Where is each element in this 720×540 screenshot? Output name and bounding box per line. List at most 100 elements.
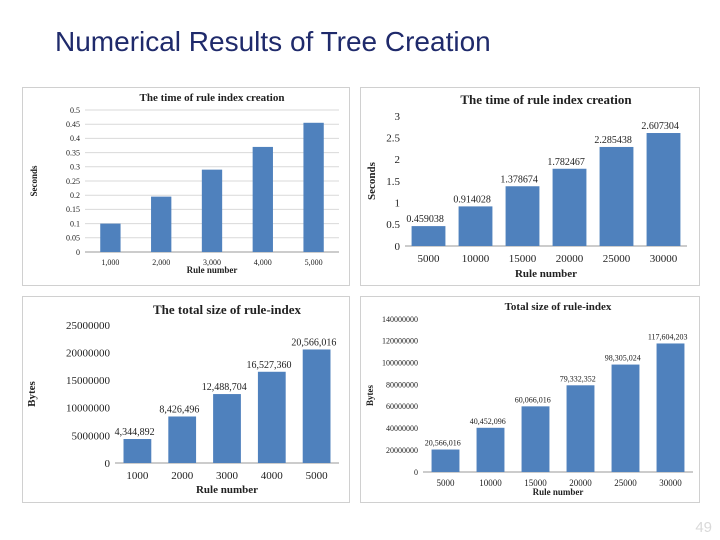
bar [201,169,223,252]
data-label: 1.782467 [547,157,585,168]
x-tick-label: 4,000 [254,258,272,267]
bar [566,385,595,472]
x-tick-label: 15000 [524,478,547,488]
page-number: 49 [695,519,712,536]
y-tick-label: 100000000 [382,359,418,368]
y-axis-label: Bytes [365,385,375,406]
x-tick-label: 2000 [171,470,194,482]
x-tick-label: 25000 [614,478,637,488]
data-label: 4,344,892 [115,427,155,438]
chart-time-large: The time of rule index creation 0 0.5 1 1.5 2… [366,92,687,280]
bar [458,206,493,246]
x-axis-label: Rule number [515,268,577,280]
chart-title: The time of rule index creation [460,92,632,107]
bar [646,133,681,246]
x-tick-label: 20000 [569,478,592,488]
data-label: 117,604,203 [648,332,688,341]
y-tick-label: 0 [105,458,111,470]
y-tick-label: 0.3 [70,163,80,172]
y-tick-label: 5000000 [72,430,111,442]
bar [476,427,505,472]
data-label: 16,527,360 [247,360,292,371]
bar [431,449,460,472]
y-tick-label: 0.1 [70,219,80,228]
x-tick-label: 5000 [418,253,441,265]
data-label: 20,566,016 [291,337,336,348]
bar [552,168,587,246]
y-tick-label: 60000000 [386,402,418,411]
x-tick-label: 2,000 [152,258,170,267]
y-tick-label: 0.45 [66,120,80,129]
y-tick-label: 40000000 [386,424,418,433]
x-tick-label: 10000 [479,478,502,488]
data-label: 12,488,704 [202,382,247,393]
x-axis-label: Rule number [196,484,258,496]
y-tick-label: 20000000 [66,347,111,359]
x-tick-label: 15000 [509,253,537,265]
data-label: 8,426,496 [159,404,199,415]
bar [599,146,634,246]
bar [611,364,640,472]
x-tick-label: 1,000 [101,258,119,267]
bar [411,226,446,246]
x-tick-label: 1000 [126,470,149,482]
y-tick-label: 1.5 [386,176,400,188]
y-tick-label: 0.5 [70,106,80,115]
data-label: 1.378674 [500,174,537,185]
bar [521,406,550,472]
bar [656,343,685,472]
y-tick-label: 0.25 [66,177,80,186]
x-tick-label: 4000 [261,470,284,482]
y-tick-label: 2 [395,154,401,166]
bar [252,146,273,252]
x-tick-label: 10000 [462,253,490,265]
chart-time-small: The time of rule index creation 0 0.05 0.1 0… [29,92,339,275]
x-tick-label: 5,000 [305,258,323,267]
chart-size-large: Total size of rule-index 0 20000000 4000000… [365,301,693,497]
y-tick-label: 120000000 [382,337,418,346]
y-tick-label: 80000000 [386,380,418,389]
chart-panel-size-large: Total size of rule-index 0 20000000 4000000… [360,296,700,503]
y-tick-label: 25000000 [66,320,111,332]
data-label: 2.285438 [594,135,632,146]
y-tick-label: 2.5 [386,133,400,145]
y-tick-label: 0.05 [66,234,80,243]
x-axis-label: Rule number [187,265,238,275]
y-tick-label: 1 [395,198,401,210]
data-label: 0.914028 [453,194,491,205]
y-tick-label: 140000000 [382,315,418,324]
data-label: 2.607304 [641,121,679,132]
y-tick-label: 20000000 [386,446,418,455]
chart-title: Total size of rule-index [505,301,612,313]
x-tick-label: 30000 [650,253,678,265]
bar [213,394,241,463]
bar [151,196,172,252]
bar [505,186,540,246]
data-label: 0.459038 [406,214,444,225]
x-tick-label: 30000 [659,478,682,488]
y-tick-label: 0.2 [70,191,80,200]
chart-size-small: The total size of rule-index 0 5000000 1000… [26,302,339,496]
y-axis-label: Seconds [366,161,378,200]
x-tick-label: 3000 [216,470,239,482]
data-label: 98,305,024 [605,354,641,363]
chart-title: The total size of rule-index [153,302,302,317]
bar [168,416,197,463]
bar [303,122,324,252]
x-axis-label: Rule number [533,487,584,497]
y-axis-label: Bytes [26,380,38,406]
y-tick-label: 0.15 [66,205,80,214]
y-tick-label: 0 [414,468,418,477]
data-label: 20,566,016 [425,439,461,448]
bar [257,371,286,463]
y-tick-label: 3 [395,111,401,123]
data-label: 40,452,096 [470,417,506,426]
y-tick-label: 0 [76,248,80,257]
y-tick-label: 10000000 [66,403,111,415]
y-tick-label: 0.4 [70,134,80,143]
y-tick-label: 0.5 [386,219,400,231]
x-tick-label: 5000 [437,478,456,488]
chart-title: The time of rule index creation [140,92,285,104]
x-tick-label: 25000 [603,253,631,265]
bar [123,439,152,463]
